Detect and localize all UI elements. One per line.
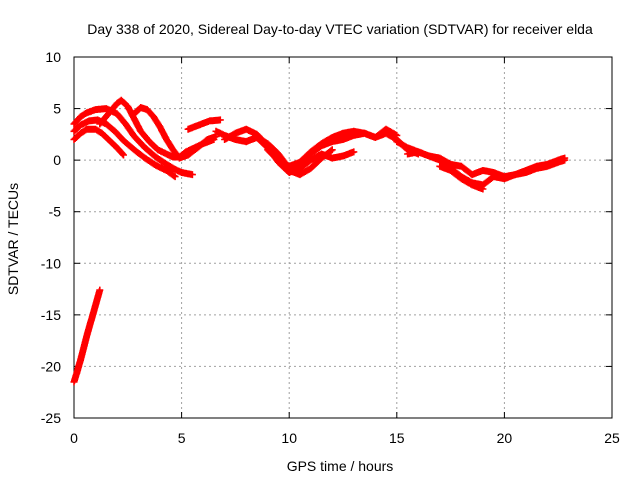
x-tick-label: 0 <box>70 430 78 446</box>
x-tick-label: 5 <box>178 430 186 446</box>
grid-lines <box>74 57 612 418</box>
track-markers <box>70 125 127 159</box>
x-tick-label: 25 <box>604 430 620 446</box>
x-axis-title: GPS time / hours <box>287 458 394 474</box>
x-tick-label: 10 <box>281 430 297 446</box>
x-tick-label: 15 <box>389 430 405 446</box>
series-track-13 <box>436 162 487 193</box>
series-track-5 <box>130 104 220 162</box>
track-markers <box>264 125 401 170</box>
track-markers <box>436 162 487 193</box>
x-tick-label: 20 <box>497 430 513 446</box>
track-markers <box>184 116 224 133</box>
track-markers <box>70 116 179 181</box>
y-tick-label: 0 <box>53 152 61 168</box>
y-tick-label: -15 <box>41 307 61 323</box>
track-markers <box>130 104 220 162</box>
series-track-14 <box>70 286 104 386</box>
series-track-10 <box>264 125 401 170</box>
y-tick-label: 10 <box>45 49 61 65</box>
track-markers <box>70 105 196 179</box>
y-axis-title: SDTVAR / TECUs <box>5 183 21 295</box>
series-track-1 <box>70 105 196 179</box>
track-markers <box>70 286 104 386</box>
y-tick-label: -25 <box>41 410 61 426</box>
series-track-6 <box>184 116 224 133</box>
series-track-2 <box>70 116 179 181</box>
plot-frame <box>73 56 613 419</box>
data-points <box>70 96 569 386</box>
y-tick-label: -5 <box>49 204 62 220</box>
y-tick-label: -20 <box>41 358 61 374</box>
y-tick-label: -10 <box>41 255 61 271</box>
series-track-3 <box>70 125 127 159</box>
chart-title: Day 338 of 2020, Sidereal Day-to-day VTE… <box>87 21 593 37</box>
y-tick-label: 5 <box>53 101 61 117</box>
track-markers <box>393 138 569 181</box>
series-track-11 <box>393 138 569 181</box>
axis-ticks: 0 5 10 15 20 25 -25 -20 -15 -10 -5 0 5 10 <box>41 49 620 446</box>
